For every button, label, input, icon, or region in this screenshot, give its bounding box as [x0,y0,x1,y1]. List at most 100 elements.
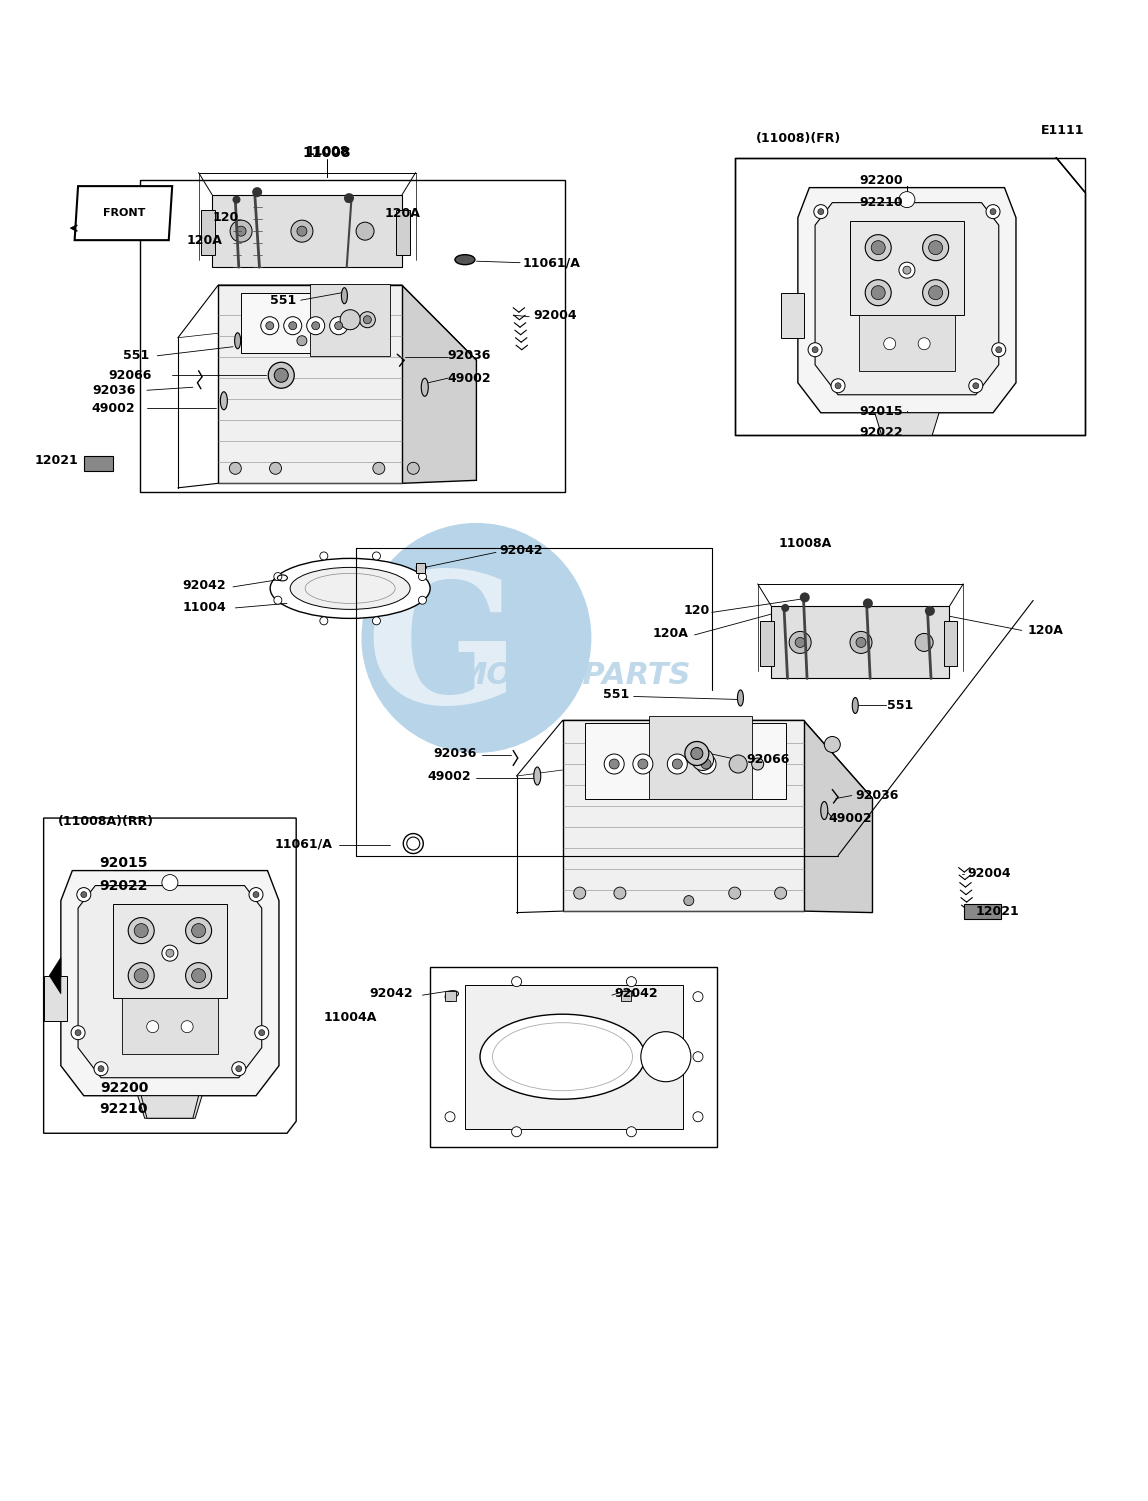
Polygon shape [875,413,939,435]
Circle shape [253,188,262,197]
Bar [944,621,957,666]
Circle shape [685,741,708,766]
Polygon shape [563,720,804,911]
Polygon shape [430,967,718,1147]
Circle shape [871,285,885,300]
Circle shape [512,977,521,986]
Text: 551: 551 [123,350,149,362]
Bar [44,976,67,1021]
Text: 120: 120 [683,605,709,617]
Circle shape [918,338,930,350]
Circle shape [80,892,87,898]
Circle shape [929,240,943,255]
Polygon shape [850,221,964,315]
Text: 92022: 92022 [860,426,903,438]
Circle shape [835,383,841,389]
Text: 92036: 92036 [92,384,135,396]
Text: 120: 120 [212,212,239,224]
Text: 11008: 11008 [305,146,349,158]
Text: E1111: E1111 [1041,125,1085,137]
Circle shape [915,633,933,651]
Text: 49002: 49002 [92,402,135,414]
Polygon shape [445,991,456,1001]
Text: 49002: 49002 [448,372,491,384]
Circle shape [604,754,625,775]
Text: 49002: 49002 [829,812,872,824]
Text: 92022: 92022 [100,878,148,893]
Text: 92015: 92015 [860,405,903,417]
Text: 92210: 92210 [100,1102,148,1117]
Circle shape [701,760,711,769]
Circle shape [824,737,840,752]
Polygon shape [465,985,683,1129]
Text: 12021: 12021 [976,905,1019,917]
Circle shape [691,747,703,760]
Polygon shape [49,958,61,994]
Circle shape [614,887,626,899]
Polygon shape [141,1096,199,1118]
Circle shape [270,462,281,474]
Circle shape [856,638,866,647]
Text: 11061/A: 11061/A [522,257,580,269]
Bar [201,210,215,255]
Circle shape [814,204,828,219]
Circle shape [899,192,915,207]
Polygon shape [735,158,1085,435]
Text: 92015: 92015 [100,856,148,871]
Polygon shape [61,871,279,1096]
Text: (11008A)(RR): (11008A)(RR) [57,815,154,827]
Text: 92036: 92036 [855,790,899,802]
Ellipse shape [270,558,430,618]
Circle shape [574,887,585,899]
Text: 92042: 92042 [183,579,226,591]
Polygon shape [75,186,172,240]
Circle shape [364,315,371,324]
Circle shape [186,962,211,989]
Text: (11008)(FR): (11008)(FR) [755,132,840,144]
Text: 92200: 92200 [100,1081,148,1096]
Circle shape [162,875,178,890]
Text: 92042: 92042 [370,988,413,1000]
Polygon shape [804,720,872,913]
Ellipse shape [455,255,475,264]
Text: 11004A: 11004A [324,1012,377,1024]
Text: 92004: 92004 [534,309,577,321]
Circle shape [235,1066,242,1072]
Circle shape [274,368,288,383]
Bar [781,293,804,338]
Circle shape [372,552,380,560]
Circle shape [673,760,682,769]
Text: 11061/A: 11061/A [276,838,333,850]
Ellipse shape [821,802,828,820]
Polygon shape [402,285,476,483]
Ellipse shape [234,333,241,348]
Bar [760,621,774,666]
Circle shape [236,227,246,236]
Ellipse shape [421,378,428,396]
Circle shape [297,227,307,236]
Circle shape [969,378,983,393]
Text: 92042: 92042 [614,988,658,1000]
Circle shape [255,1025,269,1040]
Circle shape [627,977,636,986]
Circle shape [812,347,819,353]
Circle shape [817,209,824,215]
Circle shape [129,917,154,944]
Text: 11004: 11004 [183,602,226,614]
Circle shape [181,1021,193,1033]
Bar [649,716,752,799]
Circle shape [134,968,148,983]
Circle shape [335,321,342,330]
Circle shape [925,606,934,615]
Circle shape [929,285,943,300]
Ellipse shape [403,833,424,854]
Polygon shape [964,904,1001,919]
Circle shape [290,221,313,242]
Ellipse shape [220,392,227,410]
Circle shape [147,1021,158,1033]
Text: 92066: 92066 [108,369,152,381]
Polygon shape [815,203,999,395]
Text: 92036: 92036 [433,747,476,760]
Circle shape [134,923,148,938]
Circle shape [344,194,354,203]
